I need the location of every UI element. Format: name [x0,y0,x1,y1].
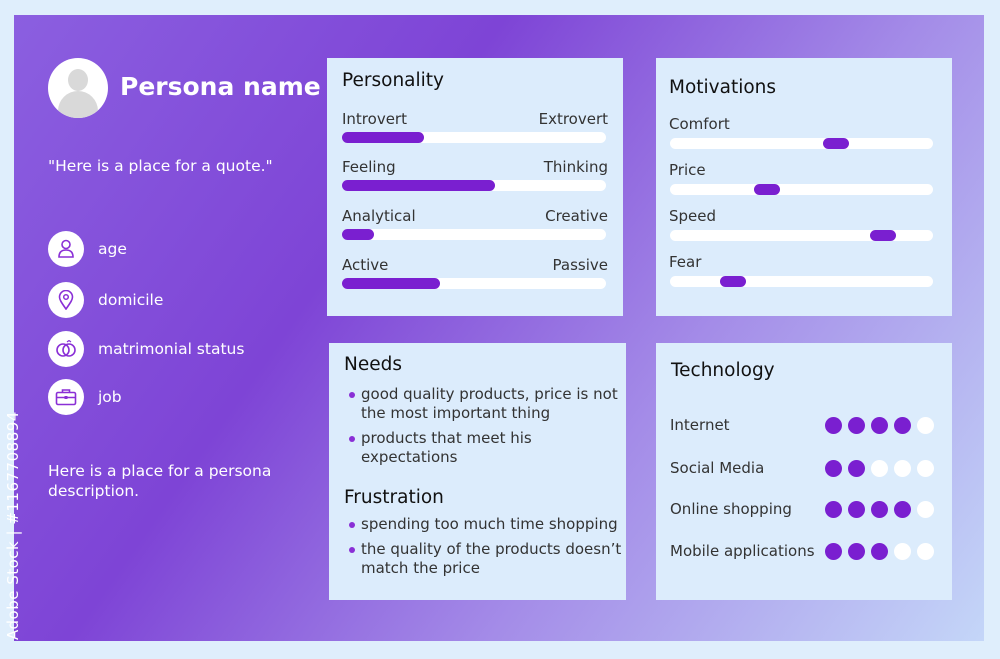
motivation-slider-track [670,184,933,195]
needs-frustration-card: Needs good quality products, price is no… [329,343,626,600]
rating-dot-filled [871,417,888,434]
rating-dot-empty [917,417,934,434]
info-label-domicile: domicile [98,291,164,309]
rating-dot-filled [871,501,888,518]
trait-left-label: Feeling [342,158,396,176]
rating-dot-empty [894,543,911,560]
rating-dot-filled [848,543,865,560]
technology-title: Technology [671,360,775,381]
rating-dot-filled [825,460,842,477]
frustration-item: the quality of the products doesn’t matc… [345,540,625,578]
tech-rating [825,543,940,560]
rating-dot-filled [825,543,842,560]
persona-quote: "Here is a place for a quote." [48,157,273,175]
info-label-job: job [98,388,122,406]
trait-slider-track [342,278,606,289]
tech-rating [825,417,940,434]
motivation-label: Comfort [669,115,730,133]
motivation-slider-knob [823,138,849,149]
trait-slider-fill [342,278,440,289]
motivation-slider-knob [754,184,780,195]
trait-left-label: Analytical [342,207,416,225]
personality-card: Personality Introvert Extrovert Feeling Thi… [327,58,623,316]
motivation-label: Fear [669,253,702,271]
motivation-label: Price [669,161,706,179]
tech-label: Social Media [670,459,765,477]
briefcase-icon [48,379,84,415]
rating-dot-empty [917,460,934,477]
motivation-slider-knob [720,276,746,287]
trait-slider-track [342,180,606,191]
needs-item: good quality products, price is not the … [345,385,625,423]
info-row-age: age [48,231,127,267]
trait-slider-fill [342,229,374,240]
trait-left-label: Introvert [342,110,407,128]
trait-right-label: Thinking [543,158,608,176]
trait-right-label: Creative [545,207,608,225]
motivation-label: Speed [669,207,717,225]
rating-dot-filled [871,543,888,560]
avatar [48,58,108,118]
rating-dot-filled [848,417,865,434]
trait-right-label: Extrovert [538,110,608,128]
rating-dot-empty [871,460,888,477]
technology-card: Technology Internet Social Media Online sh… [656,343,952,600]
rating-dot-filled [894,417,911,434]
needs-item: products that meet his expectations [345,429,625,467]
info-row-domicile: domicile [48,282,163,318]
personality-title: Personality [342,70,444,91]
motivation-slider-track [670,138,933,149]
rating-dot-filled [848,501,865,518]
info-label-age: age [98,240,127,258]
motivations-title: Motivations [669,77,777,98]
trait-slider-fill [342,180,495,191]
motivation-slider-track [670,230,933,241]
trait-slider-track [342,132,606,143]
tech-label: Internet [670,416,730,434]
info-row-matrimonial: matrimonial status [48,331,244,367]
tech-label: Mobile applications [670,542,815,560]
tech-rating [825,501,940,518]
rating-dot-filled [848,460,865,477]
rating-dot-empty [917,501,934,518]
avatar-head-icon [68,69,88,91]
rating-dot-filled [894,501,911,518]
tech-label: Online shopping [670,500,792,518]
motivation-slider-knob [870,230,896,241]
avatar-body-icon [58,91,98,118]
persona-name: Persona name [120,72,321,101]
trait-right-label: Passive [552,256,608,274]
rating-dot-filled [825,417,842,434]
info-label-matrimonial: matrimonial status [98,340,245,358]
rating-dot-empty [894,460,911,477]
info-row-job: job [48,379,122,415]
person-icon [48,231,84,267]
trait-slider-track [342,229,606,240]
tech-rating [825,460,940,477]
motivations-card: Motivations Comfort Price Speed Fear [656,58,952,316]
rating-dot-filled [825,501,842,518]
needs-title: Needs [344,354,402,375]
stock-watermark: Adobe Stock | #1167708894 [4,411,22,640]
frustration-item: spending too much time shopping [345,515,625,534]
rings-icon [48,331,84,367]
trait-left-label: Active [342,256,389,274]
trait-slider-fill [342,132,424,143]
location-pin-icon [48,282,84,318]
motivation-slider-track [670,276,933,287]
rating-dot-empty [917,543,934,560]
frustration-title: Frustration [344,487,444,508]
persona-description: Here is a place for a persona descriptio… [48,462,272,500]
